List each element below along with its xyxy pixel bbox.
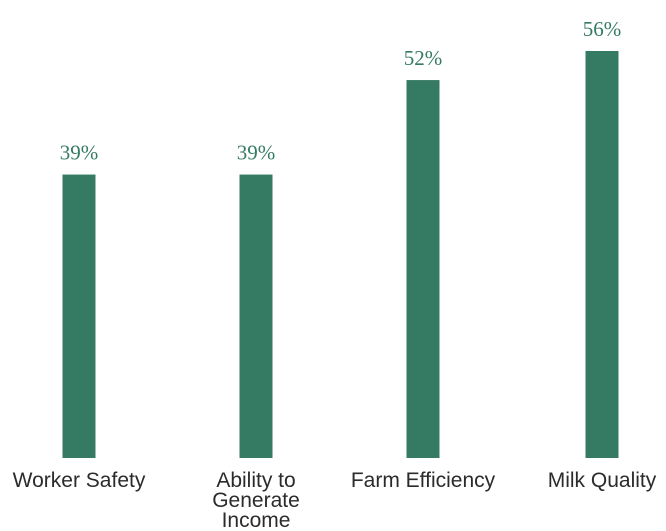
value-label-1: 39% <box>237 141 276 165</box>
category-label-3-line-0: Milk Quality <box>548 469 657 492</box>
category-label-1-line-1: Generate <box>212 489 300 512</box>
bars-group <box>62 51 619 459</box>
category-label-0: Worker Safety <box>13 469 146 492</box>
category-labels-group: Worker Safety Ability to Generate Income Far… <box>13 469 657 531</box>
value-label-2: 52% <box>404 46 443 70</box>
category-label-1-line-2: Income <box>222 509 291 531</box>
category-label-0-line-0: Worker Safety <box>13 469 146 492</box>
category-label-2: Farm Efficiency <box>351 469 496 492</box>
category-label-3: Milk Quality <box>548 469 657 492</box>
category-label-1-line-0: Ability to <box>216 469 295 492</box>
bar-0 <box>62 174 96 458</box>
bar-3 <box>585 51 619 458</box>
bar-1 <box>239 174 273 458</box>
bar-2 <box>406 80 440 459</box>
value-label-3: 56% <box>583 17 622 41</box>
value-labels-group: 39% 39% 52% 56% <box>60 17 622 165</box>
value-label-0: 39% <box>60 141 99 165</box>
category-label-2-line-0: Farm Efficiency <box>351 469 496 492</box>
category-label-1: Ability to Generate Income <box>212 469 300 531</box>
